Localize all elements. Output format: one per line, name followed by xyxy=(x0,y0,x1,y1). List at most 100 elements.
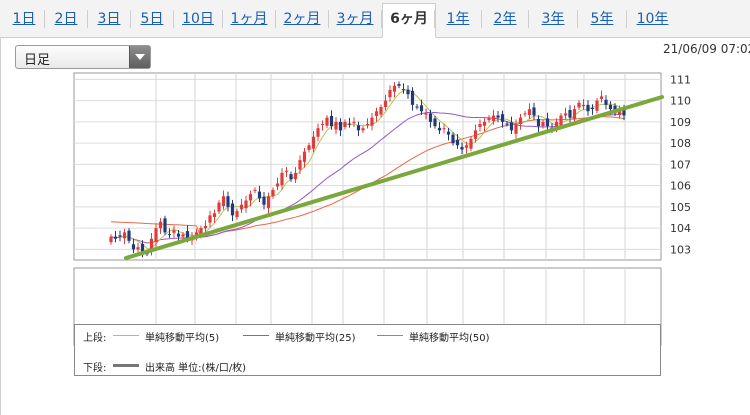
trend-line xyxy=(124,95,664,260)
candle-body xyxy=(541,121,545,127)
period-select[interactable]: 日足 xyxy=(15,45,151,69)
candle-body xyxy=(460,146,464,150)
candle-body xyxy=(608,104,613,110)
candle-body xyxy=(523,113,527,115)
tab-5[interactable]: 10日 xyxy=(182,11,214,27)
candle-body xyxy=(356,125,361,131)
legend-ma50: 単純移動平均(50) xyxy=(409,333,490,344)
tab-4[interactable]: 5日 xyxy=(140,11,164,27)
tab-14[interactable]: 10年 xyxy=(636,11,669,27)
candle-body xyxy=(257,191,262,199)
candle-body xyxy=(253,189,257,191)
candle-body xyxy=(176,233,181,237)
candle-body xyxy=(118,235,122,237)
legend-ma5-line xyxy=(113,335,139,336)
tab-10[interactable]: 1年 xyxy=(446,11,470,27)
tab-separator xyxy=(381,10,382,28)
candle-body xyxy=(577,102,581,108)
tab-13[interactable]: 5年 xyxy=(590,11,614,27)
legend-ma25: 単純移動平均(25) xyxy=(275,333,356,344)
candle-body xyxy=(599,96,604,99)
candle-body xyxy=(271,189,275,197)
tab-7[interactable]: 2ヶ月 xyxy=(283,11,321,27)
candle-body xyxy=(406,90,410,95)
candle-body xyxy=(140,243,145,252)
candle-body xyxy=(478,124,482,127)
tab-separator xyxy=(173,10,174,28)
candle-body xyxy=(338,121,343,131)
y-tick-label: 108 xyxy=(670,137,691,150)
candle-body xyxy=(370,117,374,126)
candle-body xyxy=(131,244,136,250)
candle-body xyxy=(293,172,298,180)
y-tick-label: 104 xyxy=(670,222,691,235)
candle-body xyxy=(424,113,428,115)
candle-body xyxy=(482,121,487,126)
candle-body xyxy=(109,236,113,243)
candle-body xyxy=(383,100,388,107)
candle-body xyxy=(622,109,626,116)
candle-body xyxy=(275,183,280,187)
tab-separator xyxy=(222,10,223,28)
tab-separator xyxy=(481,10,482,28)
tab-separator xyxy=(87,10,88,28)
tab-12[interactable]: 3年 xyxy=(541,11,565,27)
last-update-time: 21/06/09 07:02 xyxy=(663,42,750,56)
candle-body xyxy=(572,109,577,120)
tab-separator xyxy=(44,10,45,28)
candle-body xyxy=(487,117,491,121)
candle-body xyxy=(307,145,311,150)
candle-body xyxy=(266,196,271,209)
candle-body xyxy=(374,111,379,116)
candle-body xyxy=(509,122,514,131)
tab-9[interactable]: 6ヶ月 xyxy=(382,3,436,38)
candle-body xyxy=(248,194,253,201)
candle-body xyxy=(226,196,230,207)
candle-body xyxy=(347,123,352,125)
candle-body xyxy=(604,99,608,105)
candle-body xyxy=(505,123,509,125)
legend-volume: 出来高 単位:(株/口/枚) xyxy=(145,363,247,374)
dropdown-button[interactable] xyxy=(129,46,150,68)
candle-body xyxy=(163,218,167,233)
candle-body xyxy=(397,84,401,86)
candle-body xyxy=(532,107,536,116)
candle-body xyxy=(262,196,266,205)
y-tick-label: 111 xyxy=(670,73,691,86)
y-tick-label: 109 xyxy=(670,116,691,129)
legend-volume-line xyxy=(113,364,139,367)
candle-body xyxy=(208,215,212,223)
y-tick-label: 106 xyxy=(670,180,691,193)
candle-body xyxy=(617,111,622,116)
candle-body xyxy=(586,104,590,112)
tab-separator xyxy=(328,10,329,28)
tab-6[interactable]: 1ヶ月 xyxy=(230,11,268,27)
tab-8[interactable]: 3ヶ月 xyxy=(336,11,374,27)
tab-2[interactable]: 2日 xyxy=(54,11,78,27)
candle-body xyxy=(536,118,541,127)
legend-ma5: 単純移動平均(5) xyxy=(145,333,220,344)
candle-body xyxy=(136,247,140,250)
tab-11[interactable]: 2年 xyxy=(493,11,517,27)
candle-body xyxy=(235,211,239,218)
candle-body xyxy=(446,131,451,135)
candle-body xyxy=(428,113,433,122)
candle-body xyxy=(302,151,307,162)
candle-body xyxy=(595,100,599,111)
tab-separator xyxy=(626,10,627,28)
candle-body xyxy=(500,114,505,122)
candle-body xyxy=(244,200,248,209)
y-tick-label: 103 xyxy=(670,243,691,256)
candle-body xyxy=(113,236,118,239)
candle-body xyxy=(496,115,500,118)
tab-3[interactable]: 3日 xyxy=(97,11,121,27)
candle-body xyxy=(563,113,568,116)
candle-body xyxy=(221,196,226,207)
candle-body xyxy=(127,230,131,241)
candle-body xyxy=(181,234,185,237)
tab-separator xyxy=(528,10,529,28)
candle-body xyxy=(334,121,338,130)
tab-1[interactable]: 1日 xyxy=(12,11,36,27)
candle-body xyxy=(320,124,325,125)
